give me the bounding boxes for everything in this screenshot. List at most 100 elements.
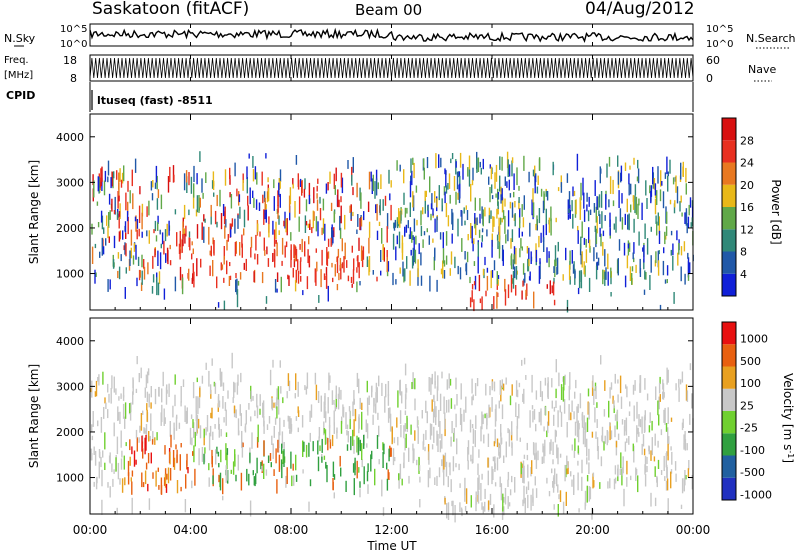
data-mark [157,189,160,199]
data-mark [91,246,94,264]
data-mark [420,226,423,237]
data-mark [565,465,567,478]
data-mark [406,256,408,269]
data-mark [390,204,392,221]
data-mark [541,391,543,402]
data-mark [327,182,329,191]
data-mark [586,438,588,457]
data-mark [418,465,421,471]
data-mark [333,211,335,223]
data-mark [424,190,426,201]
data-mark [465,396,467,413]
data-mark [485,290,487,297]
data-mark [628,173,630,185]
data-mark [656,477,658,488]
data-mark [237,454,239,471]
data-mark [414,398,416,411]
data-mark [646,456,648,464]
data-mark [665,453,667,468]
data-mark [118,195,120,202]
data-mark [604,215,606,221]
data-mark [564,374,566,385]
data-mark [293,259,296,268]
data-mark [435,416,437,426]
data-mark [107,160,110,176]
data-mark [221,371,223,387]
colorbar-segment [722,273,736,296]
data-mark [201,447,204,462]
data-mark [626,477,628,487]
data-mark [304,178,306,190]
data-mark [433,256,435,271]
data-mark [593,388,595,405]
data-mark [666,367,668,385]
data-mark [607,271,609,286]
data-mark [124,402,127,419]
data-mark [470,183,472,202]
data-mark [292,178,294,185]
data-mark [432,213,434,218]
data-mark [388,169,390,184]
data-mark [511,475,513,483]
data-mark [378,221,381,226]
data-mark [180,386,182,403]
data-mark [614,373,616,384]
data-mark [186,407,188,424]
data-mark [638,431,640,437]
data-mark [507,496,509,509]
data-mark [222,204,225,217]
colorbar-frame [721,117,737,297]
data-mark [198,448,200,466]
data-mark [538,411,540,423]
data-mark [414,430,416,441]
data-mark [498,226,501,242]
data-mark [525,375,527,380]
data-mark [621,467,624,476]
data-mark [291,475,293,487]
data-mark [594,180,596,196]
colorbar-tick-label: 28 [740,134,754,147]
data-mark [648,425,651,433]
data-mark [353,258,355,271]
data-mark [155,165,158,183]
data-mark [135,215,137,232]
data-mark [532,188,534,203]
data-mark [398,473,400,489]
data-mark [273,179,275,189]
data-mark [317,221,319,237]
data-mark [186,453,188,466]
data-mark [333,410,335,426]
data-mark [309,479,312,487]
y-tick-label: 1000 [56,268,84,281]
data-mark [515,247,517,265]
data-mark [193,422,195,438]
data-mark [609,219,611,236]
data-mark [382,199,384,211]
data-mark [657,250,659,268]
data-mark [387,407,390,423]
data-mark [414,249,417,264]
data-mark [487,500,490,510]
data-mark [275,239,277,244]
data-mark [404,437,406,451]
data-mark [443,396,445,414]
data-mark [658,230,661,244]
data-mark [332,230,334,244]
data-mark [524,497,526,513]
data-mark [445,231,448,246]
data-mark [426,157,429,169]
data-mark [390,447,392,457]
data-mark [670,230,673,236]
data-mark [145,435,147,451]
data-mark [213,180,215,187]
data-mark [236,188,238,197]
data-mark [486,275,489,291]
data-mark [627,243,630,249]
data-mark [478,474,480,490]
data-mark [347,275,350,282]
data-mark [413,250,416,262]
data-mark [214,210,217,225]
data-mark [230,469,232,474]
data-mark [588,196,590,207]
data-mark [201,222,203,240]
